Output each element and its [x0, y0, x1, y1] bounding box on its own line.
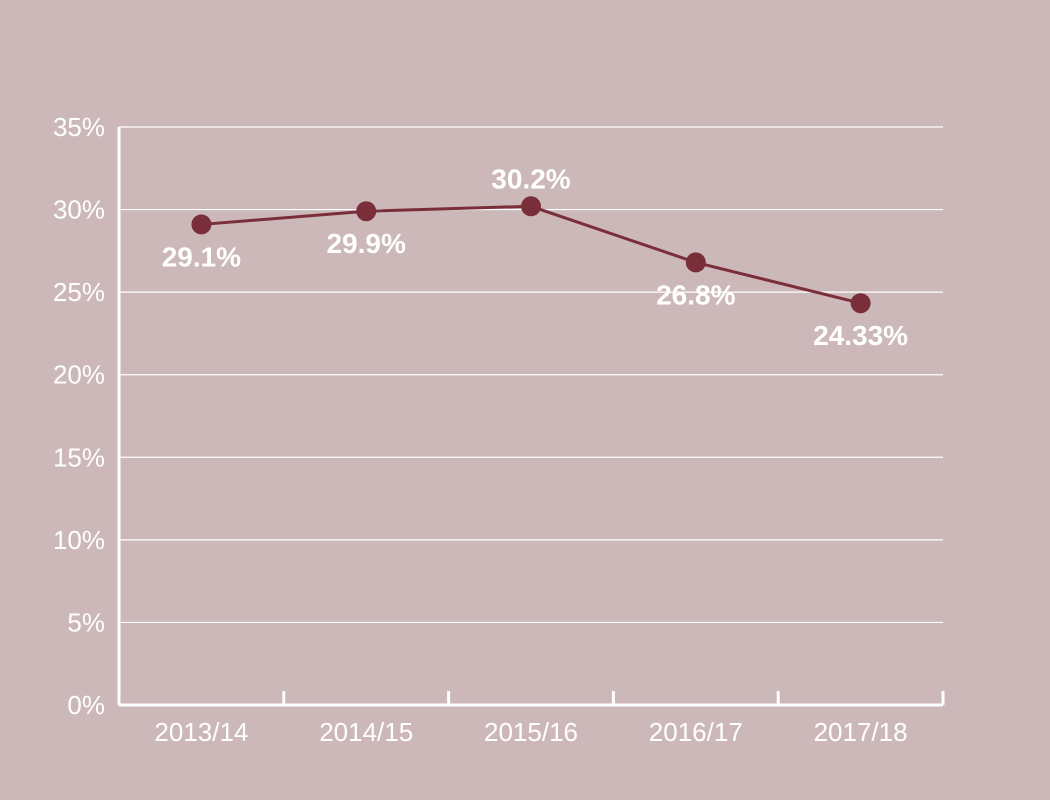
y-tick-label: 30%	[53, 195, 105, 225]
data-point	[356, 201, 377, 222]
y-tick-label: 20%	[53, 360, 105, 390]
x-tick-label: 2017/18	[814, 717, 908, 747]
data-labels: 29.1% 29.9% 30.2% 26.8% 24.33%	[162, 163, 908, 351]
data-point	[685, 252, 706, 273]
data-point	[191, 214, 212, 235]
y-tick-label: 10%	[53, 525, 105, 555]
series	[191, 196, 871, 314]
data-label: 30.2%	[491, 163, 570, 194]
y-tick-label: 35%	[53, 112, 105, 142]
data-label: 29.1%	[162, 241, 241, 272]
data-label: 24.33%	[813, 320, 908, 351]
x-tick-label: 2015/16	[484, 717, 578, 747]
data-label: 26.8%	[656, 279, 735, 310]
y-tick-label: 5%	[67, 607, 105, 637]
data-point	[850, 293, 871, 314]
x-tick-labels: 2013/14 2014/15 2015/16 2016/17 2017/18	[154, 717, 907, 747]
y-tick-label: 15%	[53, 442, 105, 472]
y-tick-labels: 0% 5% 10% 15% 20% 25% 30% 35%	[53, 112, 105, 720]
x-tick-label: 2013/14	[154, 717, 248, 747]
data-label: 29.9%	[326, 228, 405, 259]
data-point	[521, 196, 541, 217]
axes	[117, 127, 945, 707]
y-tick-label: 0%	[67, 690, 105, 720]
series-line	[201, 204, 861, 305]
y-tick-label: 25%	[53, 277, 105, 307]
x-tick-label: 2016/17	[649, 717, 743, 747]
x-tick-label: 2014/15	[319, 717, 413, 747]
